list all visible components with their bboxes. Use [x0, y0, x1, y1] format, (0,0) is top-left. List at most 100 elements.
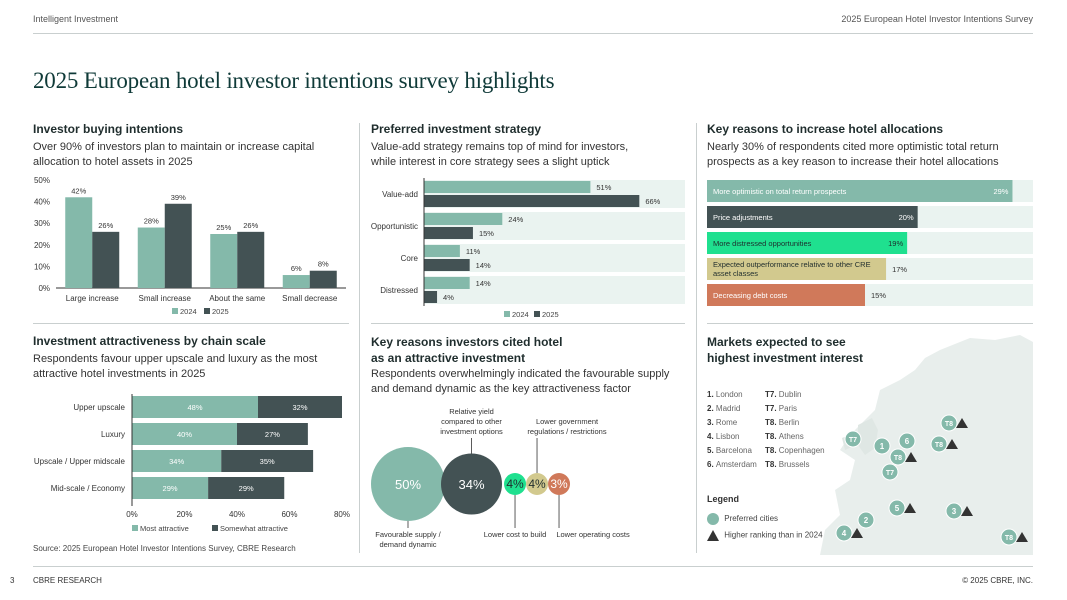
bar-value-label: 48%: [187, 403, 202, 412]
attractive-subtitle: Respondents overwhelmingly indicated the…: [371, 367, 691, 397]
bar-value-label: 66%: [645, 197, 660, 206]
strategy-chart: Value-add 51% 66% Opportunistic 24% 15% Core 11…: [371, 178, 685, 319]
legend-swatch-somewhat: [212, 525, 218, 531]
buying-subtitle-line-2: allocation to hotel assets in 2025: [33, 156, 193, 168]
market-city: Copenhagen: [778, 446, 825, 455]
reason-label: More distressed opportunities: [713, 239, 812, 248]
market-list-item: T7. Dublin: [765, 388, 825, 402]
city-marker-label: T8: [1005, 535, 1013, 542]
reason-value-label: 19%: [888, 239, 903, 248]
bar-value-label: 24%: [508, 215, 523, 224]
higher-ranking-triangle: [905, 452, 917, 462]
reason-value-label: 20%: [899, 213, 914, 222]
reason-label: Expected outperformance relative to othe…: [713, 260, 871, 278]
reason-bar: [707, 206, 918, 228]
bubble: [504, 473, 527, 495]
market-rank: T8.: [765, 446, 779, 455]
strategy-title: Preferred investment strategy: [371, 122, 542, 136]
bar-value-label: 29%: [163, 484, 178, 493]
footer-left: CBRE RESEARCH: [33, 576, 102, 585]
market-city: Rome: [715, 418, 738, 427]
market-rank: T7.: [765, 404, 779, 413]
bar-2025: [424, 291, 438, 303]
city-marker-label: 4: [842, 529, 847, 538]
category-label: Mid-scale / Economy: [51, 484, 125, 493]
bar-value-label: 27%: [265, 430, 280, 439]
bar-value-label: 28%: [144, 217, 159, 226]
europe-map: 1 2 3 4 5 6 T7 T7 T8 T8 T8 T8: [820, 335, 1033, 555]
market-list-item: T8. Brussels: [765, 458, 825, 472]
bar-2024: [424, 245, 460, 257]
chain-scale-chart: Upper upscale 48% 32% Luxury 40% 27% Upscale /…: [34, 394, 350, 533]
attractive-subtitle-line-1: Respondents overwhelmingly indicated the…: [371, 368, 670, 380]
bar-value-label: 4%: [443, 293, 454, 302]
market-city: Dublin: [778, 390, 802, 399]
city-marker-label: T8: [935, 442, 943, 449]
city-marker-label: 1: [880, 442, 885, 451]
header-right: 2025 European Hotel Investor Intentions …: [841, 14, 1033, 24]
city-marker: [945, 502, 963, 520]
bubble-value-label: 34%: [458, 477, 484, 492]
preferred-city-circle-icon: [707, 513, 719, 525]
map-markers: 1 2 3 4 5 6 T7 T7 T8 T8 T8 T8: [835, 414, 1028, 546]
market-list-item: T8. Berlin: [765, 416, 825, 430]
city-marker-label: 6: [905, 437, 910, 446]
legend-swatch-2024: [504, 311, 510, 317]
reason-bar: [707, 258, 887, 280]
city-marker: [898, 432, 916, 450]
market-list-item: T8. Athens: [765, 430, 825, 444]
legend-swatch-2025: [204, 308, 210, 314]
market-city: Amsterdam: [715, 460, 757, 469]
bubble-category-label: investment options: [440, 427, 503, 436]
category-label: Core: [401, 254, 419, 263]
market-rank: 3.: [707, 418, 716, 427]
legend-label-2025: 2025: [212, 307, 229, 316]
markets-list-col-1: 1. London 2. Madrid 3. Rome 4. Lisbon 5. Bar…: [707, 388, 757, 472]
market-city: Lisbon: [715, 432, 740, 441]
category-label: Upper upscale: [73, 403, 125, 412]
attractive-subtitle-line-2: and demand dynamic as the key attractive…: [371, 383, 631, 395]
bubble-category-label: demand dynamic: [379, 540, 436, 549]
x-category-label: About the same: [209, 294, 266, 303]
stacked-bar-somewhat: [208, 477, 285, 499]
market-rank: 1.: [707, 390, 716, 399]
bar-2024: [65, 197, 93, 288]
stacked-bar-most: [132, 450, 222, 472]
legend-swatch-2025: [534, 311, 540, 317]
bar-value-label: 14%: [476, 261, 491, 270]
market-list-item: T7. Paris: [765, 402, 825, 416]
reasons-increase-chart: More optimistic on total return prospect…: [707, 180, 1033, 306]
market-rank: T8.: [765, 460, 779, 469]
reasons-increase-subtitle-line-2: prospects as a key reason to increase th…: [707, 156, 999, 168]
bubble-value-label: 50%: [395, 477, 421, 492]
higher-ranking-triangle: [956, 418, 968, 428]
reason-value-label: 15%: [871, 291, 886, 300]
bar-value-label: 39%: [171, 193, 186, 202]
bubble-category-label: Lower operating costs: [556, 530, 630, 539]
bar-value-label: 40%: [177, 430, 192, 439]
attractive-title: Key reasons investors cited hotel as an …: [371, 334, 562, 366]
bar-value-label: 15%: [479, 229, 494, 238]
buying-subtitle-line-1: Over 90% of investors plan to maintain o…: [33, 141, 315, 153]
stacked-bar-most: [132, 477, 209, 499]
reason-label-line: asset classes: [713, 269, 758, 278]
city-marker-label: 3: [952, 507, 957, 516]
footer-right: © 2025 CBRE, INC.: [962, 576, 1033, 585]
column-divider-1: [359, 123, 360, 553]
city-marker-label: T7: [886, 470, 894, 477]
chain-title: Investment attractiveness by chain scale: [33, 334, 266, 348]
legend-higher: Higher ranking than in 2024: [707, 530, 823, 541]
attractive-title-line-2: as an attractive investment: [371, 351, 526, 365]
market-city: London: [715, 390, 743, 399]
header-left: Intelligent Investment: [33, 14, 119, 24]
y-tick-label: 0%: [38, 284, 50, 293]
city-marker: [844, 430, 862, 448]
city-marker-label: T8: [894, 455, 902, 462]
markets-title: Markets expected to see highest investme…: [707, 334, 863, 366]
city-marker: [888, 499, 906, 517]
legend-title: Legend: [707, 494, 740, 504]
bubble-value-label: 4%: [506, 477, 524, 491]
bar-value-label: 14%: [476, 279, 491, 288]
city-marker: [930, 435, 948, 453]
city-marker-label: T8: [945, 421, 953, 428]
